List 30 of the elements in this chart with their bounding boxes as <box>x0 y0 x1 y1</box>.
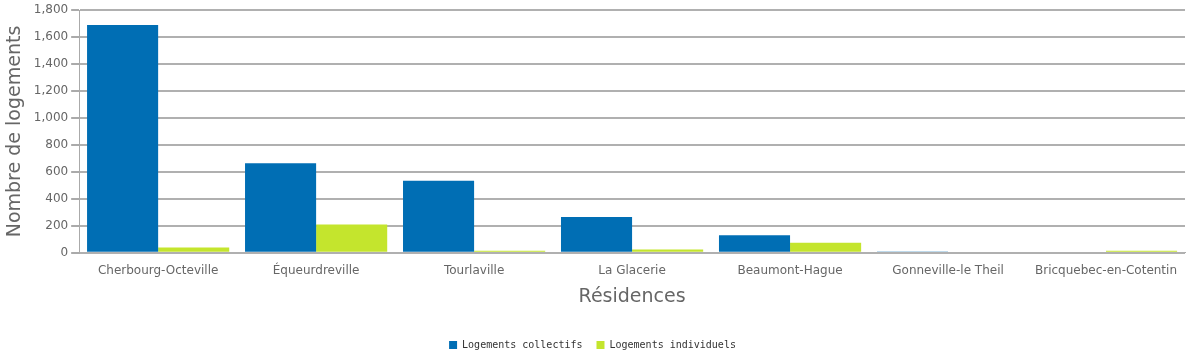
bar <box>632 249 704 252</box>
y-tick-label: 1,200 <box>33 83 69 98</box>
bar <box>403 180 475 252</box>
y-tick-label: 1,400 <box>33 56 69 71</box>
bar <box>718 235 791 252</box>
x-tick-label: Équeurdreville <box>272 262 360 278</box>
bar <box>158 247 230 252</box>
x-tick-label: Tourlaville <box>442 263 505 278</box>
y-tick-label: 1,000 <box>33 110 69 125</box>
y-tick-label: 1,600 <box>33 29 69 44</box>
bar <box>87 25 159 252</box>
y-tick-label: 800 <box>45 137 69 152</box>
y-tick-label: 400 <box>45 191 69 206</box>
y-tick-label: 200 <box>45 217 69 232</box>
y-tick-label: 600 <box>45 164 69 179</box>
x-tick-label: Bricquebec-en-Cotentin <box>1035 263 1178 278</box>
legend-label: Logements collectifs <box>462 338 583 350</box>
bar <box>790 242 862 252</box>
y-axis-title: Nombre de logements <box>2 25 25 238</box>
x-tick-label: Gonneville-le Theil <box>892 263 1004 278</box>
x-tick-label: La Glacerie <box>598 263 666 278</box>
bar <box>316 224 388 252</box>
y-tick-label: 0 <box>60 244 69 259</box>
x-tick-label: Beaumont-Hague <box>737 263 843 278</box>
legend-label: Logements individuels <box>609 338 736 350</box>
bar <box>560 217 633 252</box>
x-axis-title: Résidences <box>578 283 686 306</box>
y-tick-label: 1,800 <box>33 2 69 17</box>
x-tick-label: Cherbourg-Octeville <box>97 263 219 278</box>
bar <box>245 163 317 252</box>
